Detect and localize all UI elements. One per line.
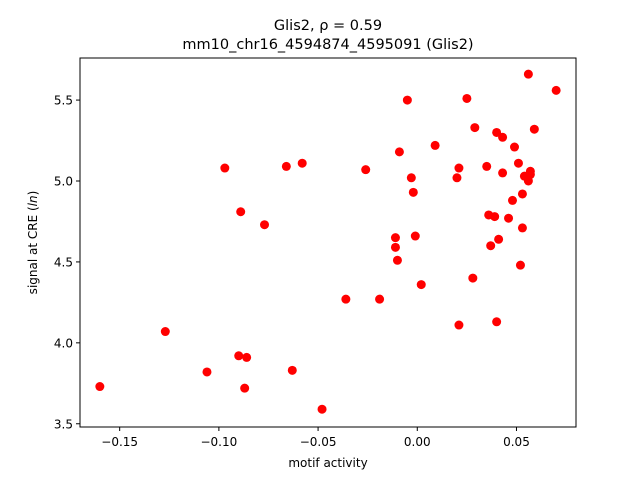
data-point [462,93,472,103]
x-axis-label: motif activity [288,456,367,470]
data-point [508,195,518,205]
data-point [490,212,500,222]
data-point [394,147,404,157]
y-tick-label: 3.5 [54,417,73,431]
y-tick-label: 5.0 [54,175,73,189]
data-point [498,168,508,178]
x-axis-ticks: −0.15 −0.10 −0.05 0.00 0.05 [101,427,530,449]
data-point [202,367,212,377]
data-point [470,123,480,133]
x-tick-label: −0.10 [200,435,237,449]
data-point [410,231,420,241]
data-point [454,320,464,330]
data-point [416,280,426,290]
data-point [551,85,561,95]
data-point [492,127,502,137]
data-point [517,189,527,199]
data-point [260,220,270,230]
data-point [529,124,539,134]
data-point [95,382,105,392]
data-point [317,404,327,414]
data-point [523,69,533,79]
data-point [494,234,504,244]
data-point [402,95,412,105]
data-point [236,207,246,217]
x-tick-label: 0.00 [404,435,431,449]
data-point [242,352,252,362]
data-point [341,294,351,304]
data-point [525,166,535,176]
data-point [240,383,250,393]
data-point [513,158,523,168]
data-points [95,69,561,414]
data-point [390,233,400,243]
data-point [160,327,170,337]
x-tick-label: −0.05 [300,435,337,449]
data-point [510,142,519,152]
data-point [515,260,525,270]
data-point [454,163,464,173]
chart-title-line1: Glis2, ρ = 0.59 [274,18,382,34]
y-axis-ticks: 3.5 4.0 4.5 5.0 5.5 [54,94,80,431]
data-point [287,365,297,375]
data-point [430,140,440,150]
x-tick-label: 0.05 [503,435,530,449]
chart-title-line2: mm10_chr16_4594874_4595091 (Glis2) [182,37,473,53]
data-point [468,273,478,283]
data-point [406,173,416,183]
data-point [517,223,527,233]
data-point [375,294,385,304]
y-tick-label: 5.5 [54,94,73,108]
data-point [297,158,307,168]
data-point [408,187,418,197]
data-point [392,255,402,265]
plot-frame [79,57,577,428]
data-point [390,242,400,252]
data-point [234,351,244,361]
data-point [220,163,230,173]
data-point [492,317,502,327]
data-point [482,161,492,171]
data-point [361,165,371,175]
y-axis-label: signal at CRE (ln) [26,191,40,295]
data-point [504,213,514,223]
y-tick-label: 4.0 [54,336,73,350]
data-point [281,161,291,171]
data-point [498,132,508,142]
x-tick-label: −0.15 [101,435,138,449]
data-point [486,241,496,251]
y-tick-label: 4.5 [54,255,73,269]
data-point [452,173,462,183]
